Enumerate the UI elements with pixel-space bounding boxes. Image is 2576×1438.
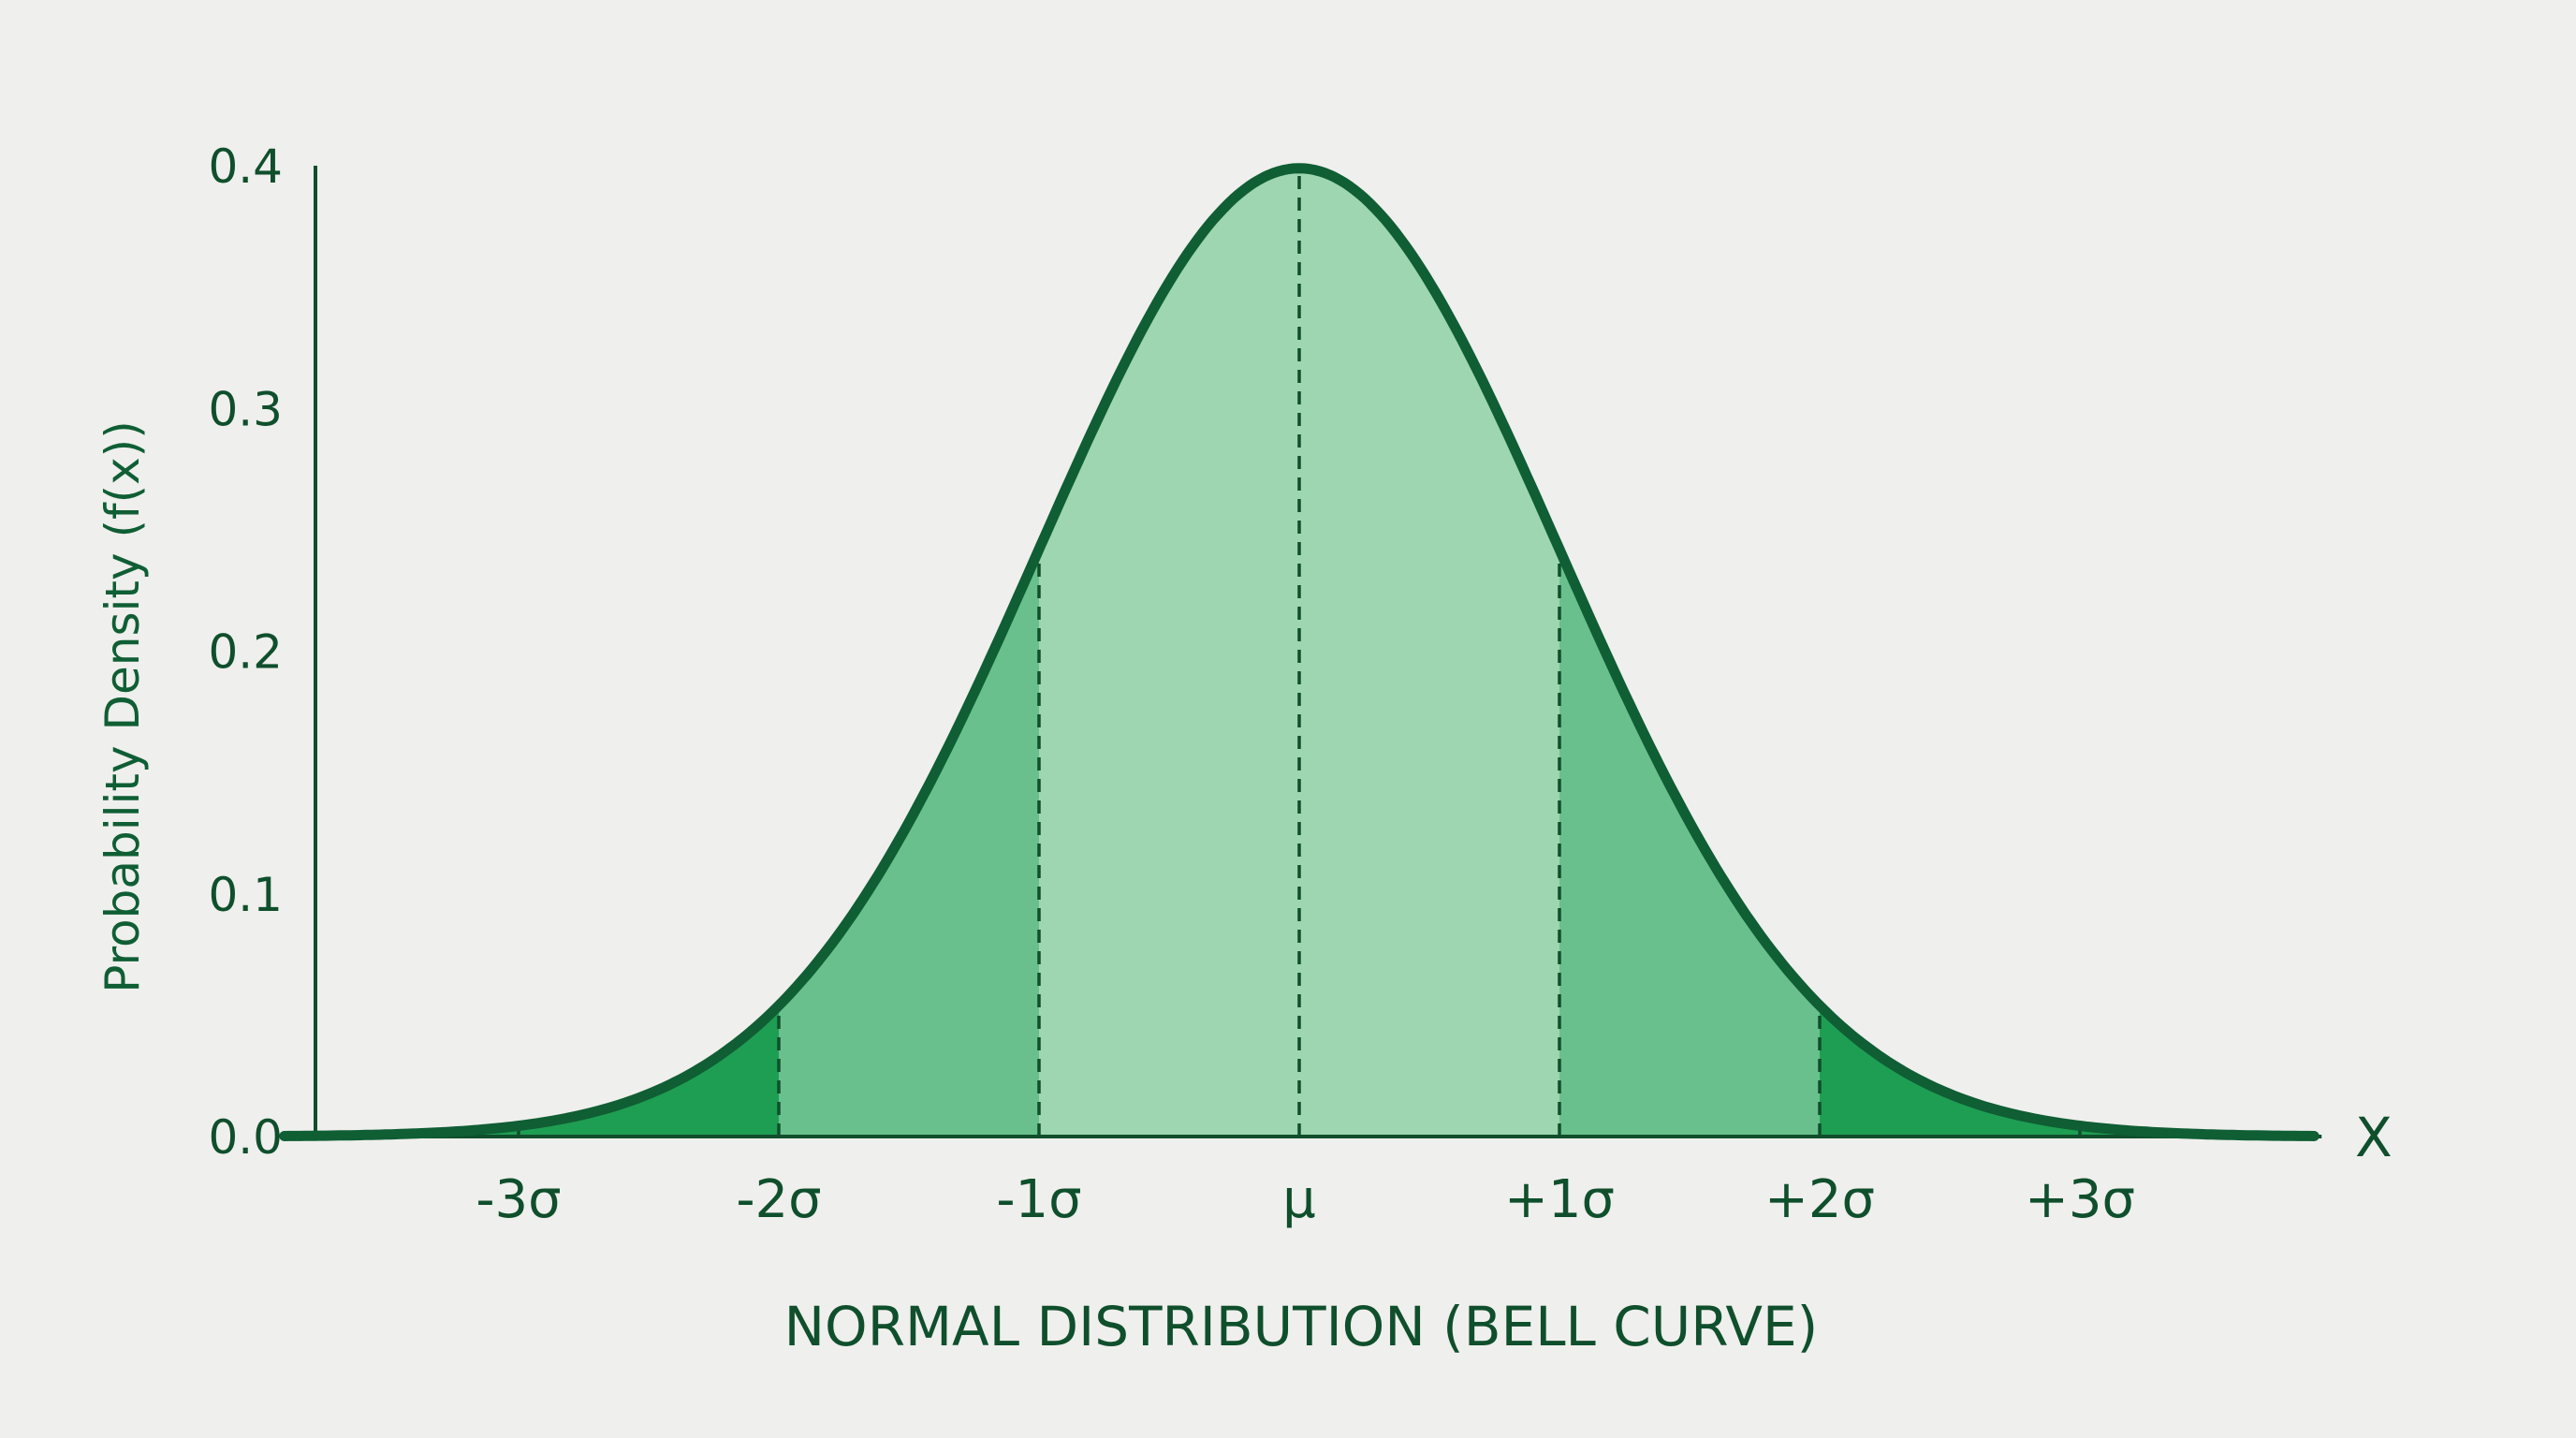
x-tick-label-4: +1σ (1504, 1169, 1615, 1230)
density-curve (279, 163, 2320, 1141)
y-tick-label-3: 0.3 (208, 382, 283, 436)
x-tick-label-5: +2σ (1764, 1169, 1875, 1230)
y-tick-label-1: 0.1 (208, 868, 283, 922)
tick-labels: 0.0 0.1 0.2 0.3 0.4 -3σ -2σ -1σ μ +1σ +2σ +3σ (208, 139, 2135, 1230)
x-tick-label-6: +3σ (2025, 1169, 2135, 1230)
x-axis-title: NORMAL DISTRIBUTION (BELL CURVE) (784, 1295, 1819, 1358)
sigma-band-4 (1820, 1005, 2315, 1137)
y-axis-title: Probability Density (f(x)) (95, 420, 150, 992)
x-tick-label-1: -2σ (736, 1169, 821, 1230)
x-tick-label-0: -3σ (476, 1169, 561, 1230)
y-tick-label-4: 0.4 (208, 139, 283, 194)
y-tick-label-0: 0.0 (208, 1110, 283, 1165)
axes (314, 166, 2322, 1138)
x-tick-label-2: -1σ (996, 1169, 1081, 1230)
density-curve-layer (279, 163, 2320, 1141)
x-axis-end-label: X (2355, 1106, 2393, 1169)
y-tick-label-2: 0.2 (208, 625, 283, 680)
sigma-band-3 (284, 1005, 779, 1137)
x-tick-label-3: μ (1282, 1169, 1316, 1230)
